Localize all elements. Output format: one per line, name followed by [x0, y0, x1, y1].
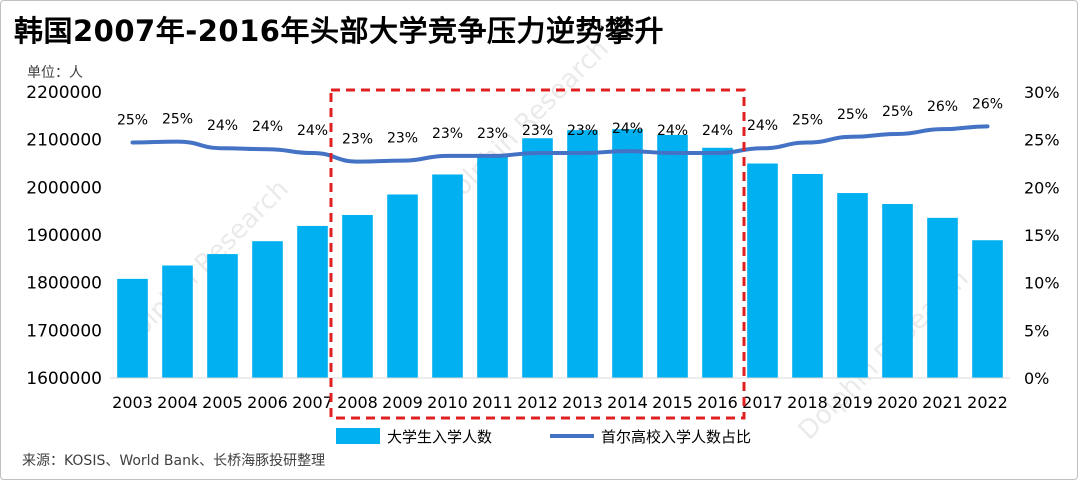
bar	[567, 130, 598, 378]
x-tick-label: 2003	[112, 393, 153, 412]
data-label: 26%	[927, 99, 958, 115]
right-axis-tick-label: 5%	[1024, 321, 1049, 340]
x-tick-label: 2020	[877, 393, 918, 412]
x-tick-label: 2018	[787, 393, 828, 412]
left-axis-tick-label: 2100000	[26, 131, 102, 151]
x-tick-label: 2014	[607, 393, 648, 412]
data-label: 25%	[882, 104, 913, 120]
legend-bar-swatch	[336, 428, 380, 444]
data-label: 23%	[477, 126, 508, 142]
x-tick-label: 2013	[562, 393, 603, 412]
bar	[252, 241, 283, 378]
right-axis-tick-label: 15%	[1024, 226, 1060, 245]
data-label: 23%	[342, 132, 373, 148]
bar	[342, 214, 373, 378]
data-label: 25%	[117, 113, 148, 129]
bar	[837, 193, 868, 378]
bar	[387, 194, 418, 378]
right-axis-tick-label: 10%	[1024, 274, 1060, 293]
x-tick-label: 2017	[742, 393, 783, 412]
data-label: 23%	[567, 123, 598, 139]
x-tick-label: 2009	[382, 393, 423, 412]
x-tick-label: 2007	[292, 393, 333, 412]
bar	[522, 138, 553, 378]
data-label: 23%	[387, 131, 418, 147]
legend-bar-label: 大学生入学人数	[387, 428, 492, 446]
data-label: 24%	[252, 119, 283, 135]
x-tick-label: 2010	[427, 393, 468, 412]
highlight-box	[329, 88, 746, 420]
chart-title: 韩国2007年-2016年头部大学竞争压力逆势攀升	[14, 14, 664, 48]
left-axis-tick-label: 2200000	[26, 83, 102, 103]
bar	[297, 225, 328, 378]
bar	[882, 204, 913, 378]
bar	[612, 129, 643, 378]
x-tick-label: 2006	[247, 393, 288, 412]
data-label: 24%	[657, 123, 688, 139]
left-axis-tick-label: 2000000	[26, 178, 102, 198]
right-axis-tick-label: 25%	[1024, 131, 1060, 150]
data-label: 25%	[792, 113, 823, 129]
source-note: 来源：KOSIS、World Bank、长桥海豚投研整理	[22, 453, 326, 469]
x-tick-label: 2019	[832, 393, 873, 412]
x-tick-label: 2016	[697, 393, 738, 412]
data-label: 23%	[522, 123, 553, 139]
line-series	[130, 124, 990, 164]
bar	[657, 134, 688, 378]
left-axis-tick-label: 1800000	[26, 274, 102, 294]
bar	[927, 217, 958, 378]
bar	[747, 163, 778, 378]
data-label: 24%	[702, 123, 733, 139]
bar	[702, 147, 733, 378]
left-axis-tick-label: 1600000	[26, 369, 102, 389]
bar	[792, 173, 823, 378]
data-label: 25%	[162, 112, 193, 128]
right-axis-tick-label: 20%	[1024, 178, 1060, 197]
data-label: 24%	[747, 118, 778, 134]
x-tick-label: 2012	[517, 393, 558, 412]
data-label: 24%	[207, 118, 238, 134]
x-tick-label: 2011	[472, 393, 513, 412]
bar	[477, 156, 508, 378]
x-tick-label: 2021	[922, 393, 963, 412]
right-axis-tick-label: 0%	[1024, 369, 1049, 388]
bar	[162, 265, 193, 378]
data-label: 25%	[837, 107, 868, 123]
x-tick-label: 2008	[337, 393, 378, 412]
x-tick-label: 2004	[157, 393, 198, 412]
x-tick-label: 2022	[967, 393, 1008, 412]
data-label: 24%	[612, 121, 643, 137]
unit-label: 单位：人	[27, 65, 83, 81]
data-label: 23%	[432, 126, 463, 142]
bar	[207, 254, 238, 378]
bar	[972, 240, 1003, 378]
left-axis-tick-label: 1700000	[26, 321, 102, 341]
left-axis-tick-label: 1900000	[26, 226, 102, 246]
x-tick-label: 2015	[652, 393, 693, 412]
legend-line-label: 首尔高校入学人数占比	[601, 428, 751, 446]
data-label: 24%	[297, 123, 328, 139]
bar	[432, 174, 463, 378]
data-label: 26%	[972, 96, 1003, 112]
x-tick-label: 2005	[202, 393, 243, 412]
right-axis-tick-label: 30%	[1024, 83, 1060, 102]
bar	[117, 278, 148, 378]
